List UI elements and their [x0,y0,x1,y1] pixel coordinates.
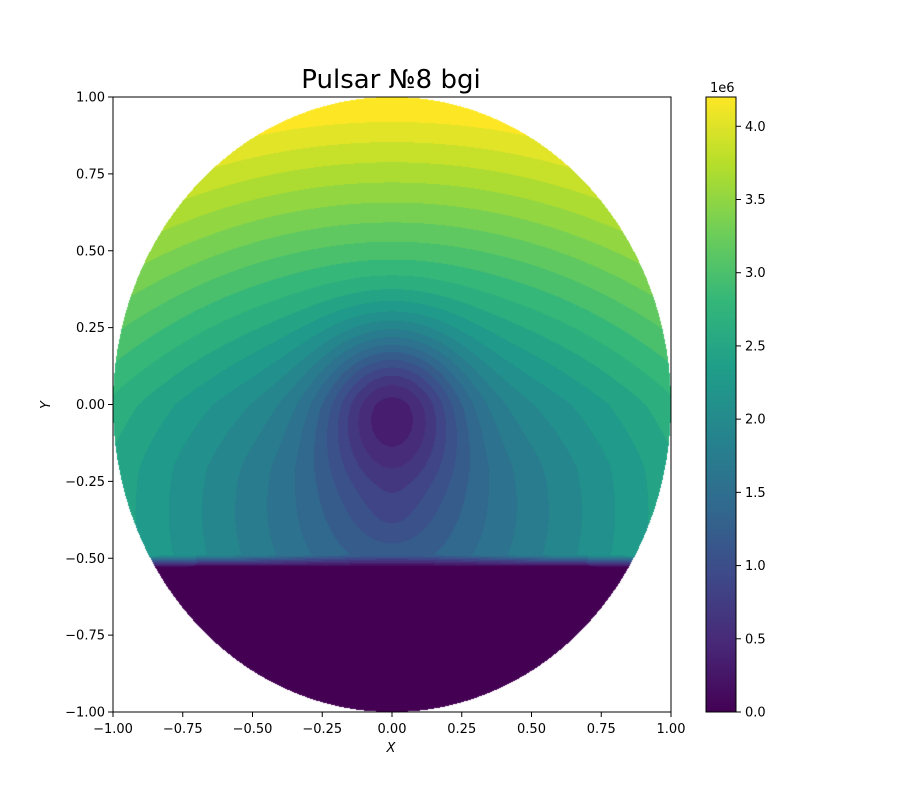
x-tick-label: −1.00 [93,722,133,737]
heatmap-field [113,97,671,712]
y-tick-label: 1.00 [76,91,105,106]
colorbar-tick-label: 1.5 [745,486,766,501]
y-tick-label: −0.50 [65,552,105,567]
colorbar-ticks: 4.0 3.5 3.0 2.5 2.0 1.5 1.0 0.5 0.0 [736,120,766,721]
colorbar-tick-label: 3.0 [745,266,766,281]
y-tick-label: −1.00 [65,706,105,721]
x-tick-label: 0.75 [587,722,616,737]
y-tick-label: 0.75 [76,167,105,182]
x-tick-label: 1.00 [657,722,686,737]
x-tick-label: −0.50 [233,722,273,737]
colorbar-tick-label: 0.0 [745,706,766,721]
colorbar-tick-label: 0.5 [745,632,766,647]
colorbar-tick-label: 2.5 [745,339,766,354]
x-tick-label: −0.25 [302,722,342,737]
x-tick-label: −0.75 [163,722,203,737]
y-tick-label: −0.25 [65,475,105,490]
x-tick-label: 0.50 [517,722,546,737]
y-axis-label: Y [39,400,54,409]
colorbar-tick-label: 3.5 [745,193,766,208]
x-axis: −1.00 −0.75 −0.50 −0.25 0.00 0.25 0.50 0.75 1.00 [93,712,685,737]
y-axis: 1.00 0.75 0.50 0.25 0.00 −0.25 −0.50 −0.75 −1.00 [65,91,113,721]
x-tick-label: 0.25 [447,722,476,737]
colorbar-tick-label: 4.0 [745,120,766,135]
y-tick-label: 0.25 [76,321,105,336]
colorbar-gradient [705,96,737,713]
x-axis-label: X [386,741,397,756]
colorbar: 1e6 4.0 3.5 3.0 2.5 2.0 1.5 1.0 0.5 0.0 [705,81,766,721]
chart-title: Pulsar №8 bgi [301,65,480,95]
colorbar-tick-label: 1.0 [745,559,766,574]
y-tick-label: 0.00 [76,398,105,413]
plot-area [112,96,672,713]
y-tick-label: −0.75 [65,629,105,644]
colorbar-scale-label: 1e6 [710,81,735,96]
colorbar-tick-label: 2.0 [745,413,766,428]
x-tick-label: 0.00 [378,722,407,737]
y-tick-label: 0.50 [76,244,105,259]
